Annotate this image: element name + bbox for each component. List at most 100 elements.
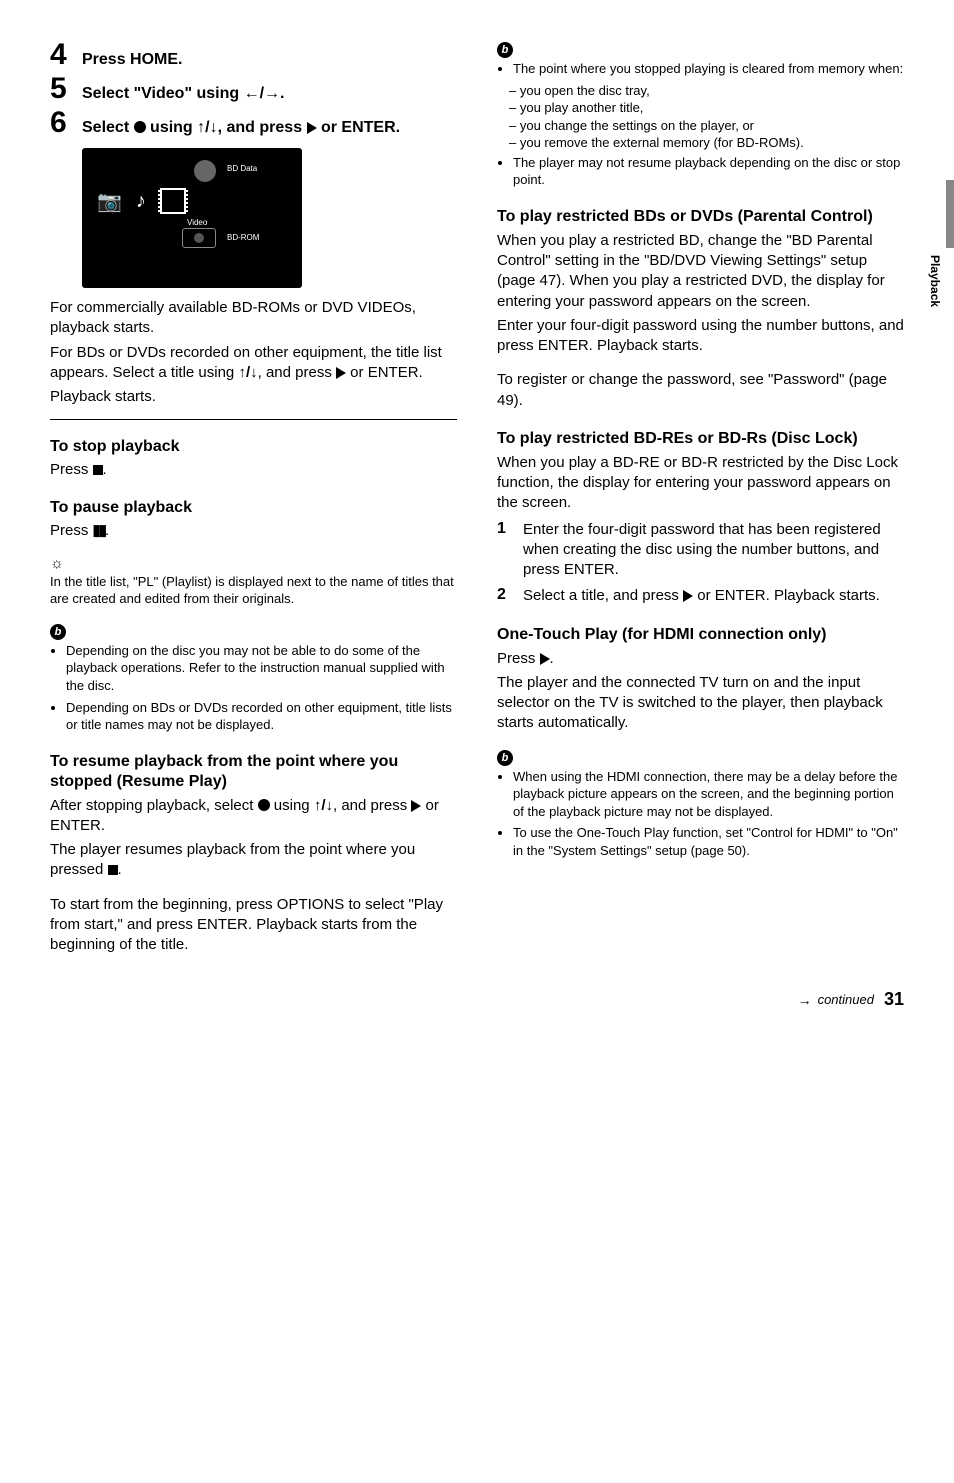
parental-heading: To play restricted BDs or DVDs (Parental…	[497, 207, 904, 227]
step-5-number: 5	[50, 74, 72, 104]
disc-dot-icon	[258, 799, 270, 811]
arrow-up-down-icon: ↑/↓	[197, 119, 217, 136]
stop-playback-heading: To stop playback	[50, 438, 457, 456]
ot-a: Press	[497, 650, 540, 667]
right-note1-n2: The player may not resume playback depen…	[513, 154, 904, 189]
disclock-step-2-num: 2	[497, 586, 509, 606]
note-b-icon: b	[50, 624, 66, 640]
continued-label: continued	[818, 992, 874, 1007]
ot-b: .	[550, 650, 554, 667]
dash-3: – you change the settings on the player,…	[509, 117, 904, 135]
parental-text-3: To register or change the password, see …	[497, 370, 904, 411]
step-6-d: or ENTER.	[317, 119, 401, 136]
divider	[50, 419, 457, 420]
step-6-b: using	[146, 119, 198, 136]
step-5-before: Select "Video" using	[82, 85, 244, 102]
stop-playback-text: Press .	[50, 460, 457, 480]
resume-1b: using	[270, 797, 314, 814]
dl2-b: or ENTER. Playback starts.	[693, 587, 880, 604]
music-note-icon: ♪	[136, 190, 146, 213]
after-shot-text-2: For BDs or DVDs recorded on other equipm…	[50, 343, 457, 384]
step-6: 6 Select using ↑/↓, and press or ENTER.	[50, 108, 457, 138]
step-4: 4 Press HOME.	[50, 40, 457, 70]
resume-2a: The player resumes playback from the poi…	[50, 841, 415, 878]
film-icon	[160, 188, 186, 214]
right-note2-2: To use the One-Touch Play function, set …	[513, 824, 904, 859]
stop-icon	[93, 465, 103, 475]
arrow-up-down-icon: ↑/↓	[238, 364, 257, 381]
resume-1c: , and press	[333, 797, 411, 814]
note-section-icon: b	[50, 622, 457, 640]
after-shot-text-1: For commercially available BD-ROMs or DV…	[50, 298, 457, 339]
play-icon	[540, 653, 550, 665]
page-container: 4 Press HOME. 5 Select "Video" using ←/→…	[0, 0, 954, 989]
pause-icon: ▮▮	[93, 521, 106, 541]
play-icon	[336, 367, 346, 379]
continued-arrow-icon: →	[798, 992, 812, 1008]
sc-bd-data-label: BD Data	[227, 164, 257, 173]
resume-1a: After stopping playback, select	[50, 797, 258, 814]
stop-a: Press	[50, 461, 93, 478]
right-note-section-icon-2: b	[497, 748, 904, 766]
stop-icon	[108, 865, 118, 875]
pause-a: Press	[50, 522, 93, 539]
disclock-text-1: When you play a BD-RE or BD-R restricted…	[497, 453, 904, 514]
disclock-step-1: 1 Enter the four-digit password that has…	[497, 520, 904, 581]
page-number: 31	[884, 989, 904, 1010]
left-note-1: Depending on the disc you may not be abl…	[66, 642, 457, 695]
right-notes-2: When using the HDMI connection, there ma…	[497, 768, 904, 860]
resume-play-heading: To resume playback from the point where …	[50, 752, 457, 792]
dash-2: – you play another title,	[509, 99, 904, 117]
parental-text-1: When you play a restricted BD, change th…	[497, 231, 904, 312]
sc-disc-icon	[194, 160, 216, 182]
disclock-step-2-text: Select a title, and press or ENTER. Play…	[523, 586, 880, 606]
disc-dot-icon	[134, 121, 146, 133]
sc-bdrom-label: BD-ROM	[227, 233, 259, 242]
right-note1-intro: The point where you stopped playing is c…	[513, 60, 904, 78]
step-6-c: , and press	[218, 119, 307, 136]
step-6-a: Select	[82, 119, 134, 136]
play-icon	[411, 800, 421, 812]
dash-4: – you remove the external memory (for BD…	[509, 134, 904, 152]
pause-playback-heading: To pause playback	[50, 499, 457, 517]
note-b-icon: b	[497, 750, 513, 766]
sc-icon-row: 📷 ♪	[97, 188, 186, 214]
step-4-number: 4	[50, 40, 72, 70]
right-column: b The point where you stopped playing is…	[497, 40, 904, 959]
left-column: 4 Press HOME. 5 Select "Video" using ←/→…	[50, 40, 457, 959]
left-notes-list: Depending on the disc you may not be abl…	[50, 642, 457, 734]
tv-screenshot: BD Data 📷 ♪ Video BD-ROM	[82, 148, 302, 288]
sc-video-label: Video	[187, 218, 207, 227]
onetouch-text-1: Press .	[497, 649, 904, 669]
onetouch-heading: One-Touch Play (for HDMI connection only…	[497, 625, 904, 645]
step-4-text: Press HOME.	[82, 51, 182, 69]
disclock-step-1-text: Enter the four-digit password that has b…	[523, 520, 904, 581]
tip-icon: ☼	[50, 555, 457, 573]
right-notes-1b: The player may not resume playback depen…	[497, 154, 904, 189]
disclock-step-2: 2 Select a title, and press or ENTER. Pl…	[497, 586, 904, 606]
onetouch-text-2: The player and the connected TV turn on …	[497, 673, 904, 734]
step-5-text: Select "Video" using ←/→.	[82, 85, 285, 103]
step-5-after: .	[280, 85, 284, 102]
dl2-a: Select a title, and press	[523, 587, 683, 604]
arrow-left-right-icon: ←/→	[244, 85, 280, 102]
resume-text-3: To start from the beginning, press OPTIO…	[50, 895, 457, 956]
page-footer: → continued 31	[0, 989, 954, 1030]
play-icon	[683, 590, 693, 602]
sc-box-disc-icon	[194, 233, 204, 243]
after-shot-2c: or ENTER.	[346, 364, 423, 381]
step-6-text: Select using ↑/↓, and press or ENTER.	[82, 119, 400, 137]
right-notes-1: The point where you stopped playing is c…	[497, 60, 904, 78]
left-note-2: Depending on BDs or DVDs recorded on oth…	[66, 699, 457, 734]
tip-text: In the title list, "PL" (Playlist) is di…	[50, 573, 457, 608]
step-6-number: 6	[50, 108, 72, 138]
stop-b: .	[103, 461, 107, 478]
resume-text-2: The player resumes playback from the poi…	[50, 840, 457, 881]
pause-b2: .	[105, 522, 109, 539]
resume-2b: .	[118, 861, 122, 878]
right-note2-1: When using the HDMI connection, there ma…	[513, 768, 904, 821]
dash-1: – you open the disc tray,	[509, 82, 904, 100]
bulb-icon: ☼	[50, 555, 64, 572]
after-shot-2b: , and press	[258, 364, 336, 381]
pause-playback-text: Press ▮▮.	[50, 521, 457, 541]
